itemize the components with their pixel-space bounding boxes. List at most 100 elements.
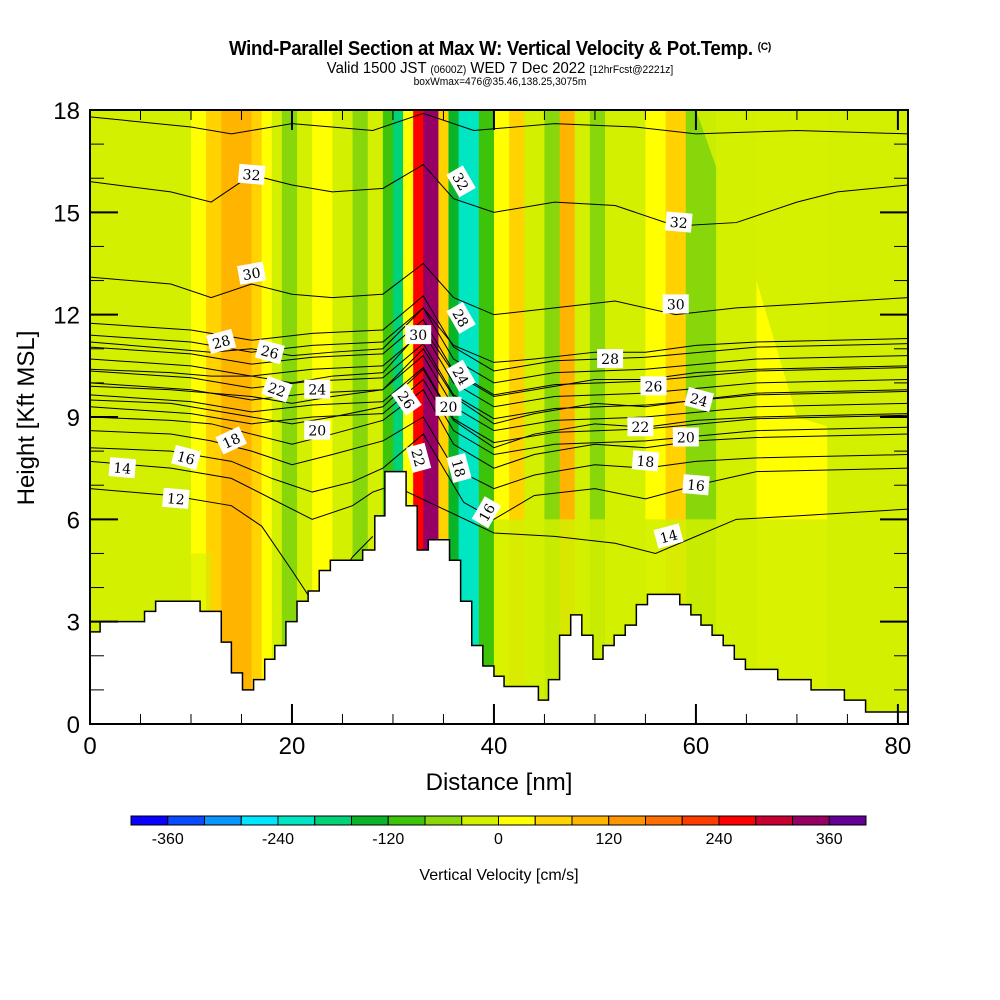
colorbar-segment	[351, 815, 389, 826]
theta-label-text: 30	[242, 265, 262, 284]
theta-contour-20	[90, 388, 908, 469]
theta-label-text: 22	[407, 448, 427, 469]
theta-label-text: 22	[265, 380, 287, 401]
theta-contour-30	[90, 262, 908, 316]
x-axis-ticks: 0 20 40 60 80	[83, 110, 911, 760]
colorbar-tick-label: -240	[262, 831, 294, 848]
y-tick-label: 3	[67, 610, 80, 637]
colorbar-tick-label: 360	[816, 831, 843, 848]
y-tick-label: 15	[53, 200, 80, 227]
theta-label-box	[237, 261, 266, 285]
x-tick-label: 80	[885, 733, 912, 760]
theta-label-box	[435, 396, 462, 416]
theta-label-box	[684, 386, 715, 413]
theta-label-box	[108, 457, 137, 479]
theta-label-box	[406, 442, 432, 473]
theta-label: 28	[446, 301, 476, 334]
theta-contour-minor	[90, 295, 908, 372]
velocity-column	[251, 110, 263, 724]
theta-label-text: 28	[448, 307, 471, 330]
valid-date: WED 7 Dec 2022	[470, 60, 586, 77]
theta-label-box	[206, 328, 237, 355]
colorbar-tick-label: 120	[595, 831, 622, 848]
theta-label: 26	[254, 339, 285, 365]
colorbar-segment	[498, 815, 536, 826]
colorbar-tick-label: -120	[372, 831, 404, 848]
x-tick-label: 20	[279, 733, 306, 760]
theta-label: 28	[597, 349, 624, 369]
y-tick-label: 6	[67, 507, 80, 534]
colorbar-segment	[461, 815, 499, 826]
theta-label: 24	[304, 379, 331, 399]
theta-label: 18	[446, 453, 472, 484]
theta-label-text: 26	[259, 343, 280, 363]
copyright-mark: (C)	[757, 41, 772, 53]
theta-label-text: 32	[669, 215, 688, 232]
colorbar-segment	[424, 815, 463, 826]
theta-label: 22	[627, 417, 654, 437]
theta-label-text: 16	[175, 449, 196, 469]
velocity-column	[413, 110, 424, 724]
theta-contour-layer	[90, 112, 908, 602]
theta-label-box	[640, 376, 667, 396]
velocity-column	[297, 110, 313, 724]
colorbar-segment	[204, 815, 242, 826]
theta-label-text: 20	[440, 400, 458, 416]
theta-contour-34	[90, 112, 908, 135]
y-tick-label: 0	[67, 712, 80, 739]
colorbar-segment	[130, 815, 169, 826]
y-axis-ticks: 0 3 6 9 12 15 18	[53, 98, 908, 739]
theta-label: 26	[640, 376, 667, 396]
theta-contour-minor	[90, 354, 908, 432]
axes: 0 20 40 60 80 0 3 6 9 12 15 18 Distance [nm] Heigh…	[13, 98, 911, 796]
box-wmax-info: boxWmax=476@35.46,138.25,3075m	[413, 76, 587, 88]
theta-label: 18	[631, 450, 660, 472]
velocity-column	[403, 110, 414, 724]
theta-label: 28	[206, 328, 237, 355]
colorbar-segment	[792, 815, 830, 826]
colorbar-segment	[608, 815, 646, 826]
colorbar-title: Vertical Velocity [cm/s]	[419, 867, 578, 884]
theta-label-text: 16	[476, 501, 499, 525]
theta-label-text: 28	[211, 333, 232, 353]
theta-label-box	[446, 359, 476, 392]
theta-label-text: 26	[645, 379, 663, 395]
forecast-info: [12hrFcst@2221z]	[589, 64, 674, 76]
theta-label-box	[627, 417, 654, 437]
theta-label-box	[215, 426, 247, 455]
theta-label: 30	[662, 294, 689, 314]
theta-label: 12	[162, 487, 190, 509]
velocity-column	[271, 110, 283, 724]
theta-label-box	[662, 294, 689, 314]
colorbar-tick-label: -360	[152, 831, 184, 848]
y-tick-label: 9	[67, 405, 80, 432]
chart-title: Wind-Parallel Section at Max W: Vertical…	[35, 38, 965, 61]
theta-contour-minor	[90, 307, 908, 384]
theta-contour-28	[90, 307, 908, 363]
theta-label-text: 32	[448, 170, 471, 193]
y-axis-title: Height [Kft MSL]	[13, 331, 40, 506]
theta-label: 18	[215, 426, 247, 455]
theta-label-box	[446, 453, 472, 484]
velocity-column	[438, 110, 450, 724]
colorbar-segment	[314, 815, 352, 826]
theta-label-box	[471, 496, 502, 529]
theta-label-text: 28	[601, 352, 619, 368]
theta-label-text: 24	[688, 391, 709, 411]
theta-label: 20	[435, 396, 462, 416]
valid-time-utc: (0600Z)	[430, 64, 467, 76]
theta-label: 16	[171, 444, 202, 470]
theta-label: 24	[684, 386, 715, 413]
theta-label-text: 30	[667, 297, 685, 313]
theta-label: 24	[446, 359, 476, 392]
colorbar-segment	[277, 815, 316, 826]
colorbar-segment	[681, 815, 720, 826]
x-tick-label: 40	[481, 733, 508, 760]
colorbar-segment	[240, 815, 279, 826]
theta-label-box	[237, 163, 266, 185]
theta-contour-14	[90, 460, 908, 554]
theta-label-text: 32	[242, 167, 261, 184]
colorbar-segment	[534, 815, 573, 826]
valid-time-local: Valid 1500 JST	[326, 60, 427, 77]
colorbar-segment	[645, 815, 683, 826]
